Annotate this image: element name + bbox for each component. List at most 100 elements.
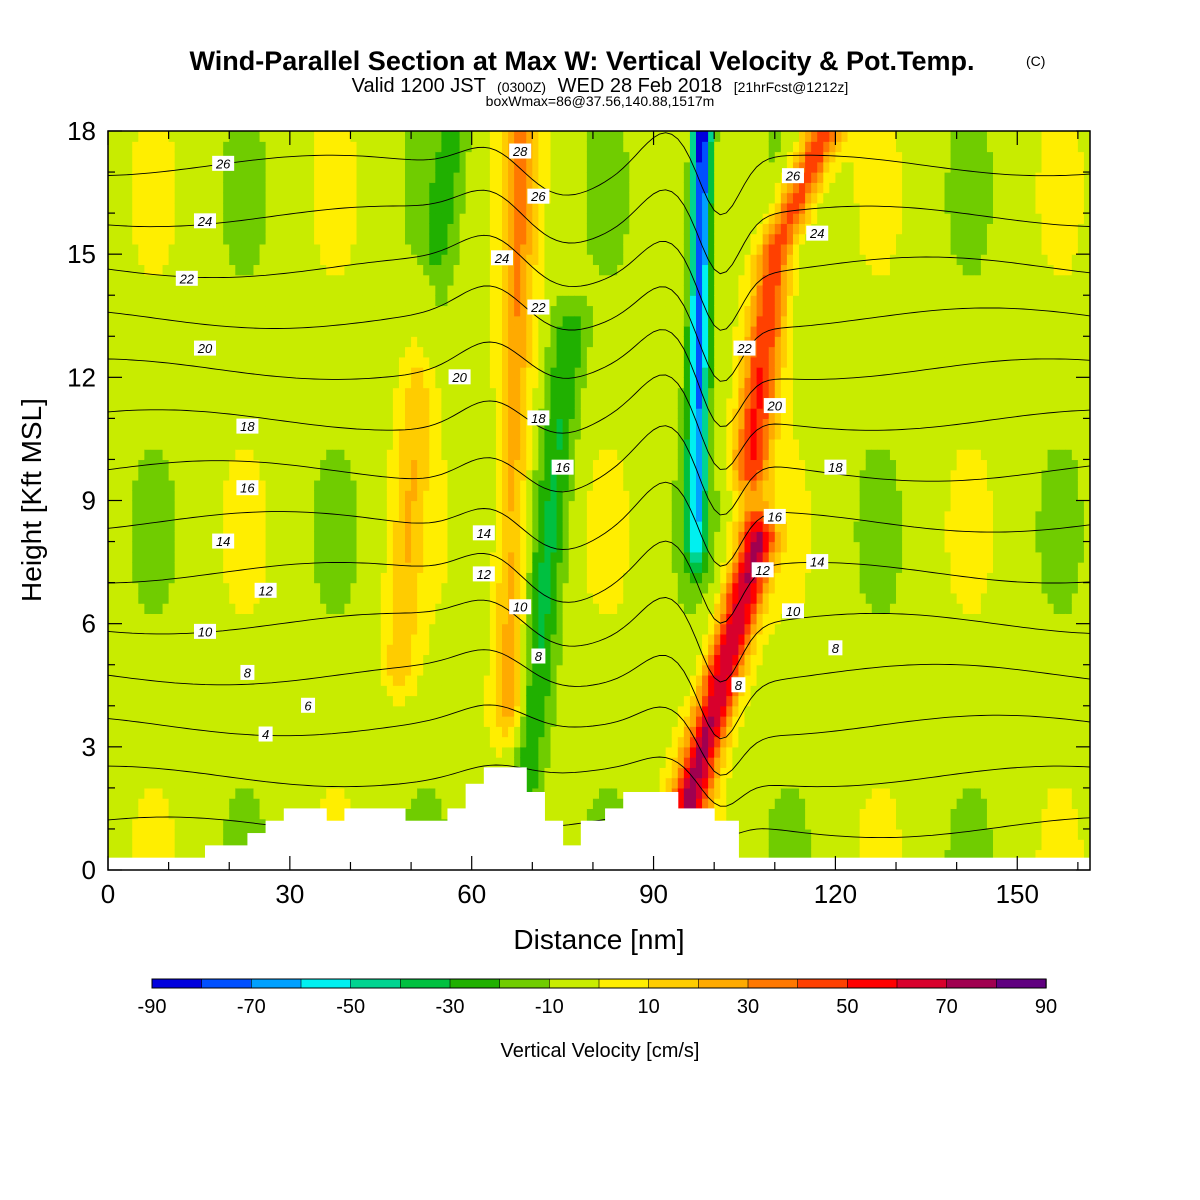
field-cell bbox=[180, 387, 188, 399]
field-cell bbox=[417, 777, 424, 789]
field-cell bbox=[138, 172, 145, 183]
field-cell bbox=[168, 716, 176, 727]
field-cell bbox=[120, 418, 127, 430]
field-cell bbox=[368, 182, 376, 194]
field-cell bbox=[368, 777, 376, 789]
field-cell bbox=[235, 716, 242, 727]
field-cell bbox=[326, 767, 333, 779]
field-cell bbox=[471, 736, 479, 748]
field-cell bbox=[398, 356, 406, 368]
field-cell bbox=[441, 479, 449, 491]
field-cell bbox=[374, 459, 382, 471]
field-cell bbox=[229, 726, 236, 738]
field-cell bbox=[441, 798, 449, 810]
field-cell bbox=[320, 284, 327, 296]
field-cell bbox=[229, 777, 236, 789]
field-cell bbox=[380, 490, 388, 502]
field-cell bbox=[277, 521, 285, 532]
field-cell bbox=[405, 808, 412, 820]
field-cell bbox=[168, 367, 176, 378]
field-cell bbox=[380, 644, 388, 656]
field-cell bbox=[320, 726, 327, 738]
field-cell bbox=[326, 674, 333, 686]
field-cell bbox=[301, 521, 309, 532]
field-cell bbox=[198, 274, 206, 286]
field-cell bbox=[374, 336, 382, 348]
field-cell bbox=[471, 582, 479, 594]
field-cell bbox=[289, 490, 297, 502]
field-cell bbox=[265, 490, 273, 502]
field-cell bbox=[186, 849, 194, 861]
field-cell bbox=[223, 644, 230, 656]
field-cell bbox=[459, 233, 467, 245]
field-cell bbox=[162, 202, 170, 214]
field-cell bbox=[192, 582, 200, 594]
field-cell bbox=[271, 367, 279, 378]
field-cell bbox=[162, 141, 170, 153]
field-cell bbox=[162, 233, 170, 245]
field-cell bbox=[265, 633, 273, 645]
field-cell bbox=[198, 562, 206, 573]
field-cell bbox=[423, 356, 430, 368]
field-cell bbox=[495, 500, 503, 512]
field-cell bbox=[241, 654, 249, 666]
field-cell bbox=[465, 346, 473, 358]
field-cell bbox=[471, 305, 479, 317]
field-cell bbox=[132, 777, 139, 789]
field-cell bbox=[241, 787, 249, 799]
field-cell bbox=[483, 623, 491, 635]
field-cell bbox=[289, 541, 297, 553]
field-cell bbox=[447, 633, 455, 645]
field-cell bbox=[508, 264, 515, 276]
field-cell bbox=[483, 654, 491, 666]
field-cell bbox=[259, 469, 267, 481]
field-cell bbox=[180, 326, 188, 337]
field-cell bbox=[211, 233, 218, 245]
field-cell bbox=[180, 182, 188, 194]
field-cell bbox=[271, 623, 279, 635]
field-cell bbox=[459, 131, 467, 142]
field-cell bbox=[392, 161, 400, 173]
field-cell bbox=[423, 377, 430, 389]
field-cell bbox=[405, 572, 412, 584]
field-cell bbox=[392, 705, 400, 717]
field-cell bbox=[156, 254, 164, 266]
field-cell bbox=[368, 367, 376, 378]
field-cell bbox=[380, 326, 388, 337]
field-cell bbox=[417, 377, 424, 389]
field-cell bbox=[132, 510, 139, 522]
field-cell bbox=[301, 562, 309, 573]
field-cell bbox=[441, 746, 449, 758]
field-cell bbox=[192, 736, 200, 748]
field-cell bbox=[301, 674, 309, 686]
field-cell bbox=[477, 603, 485, 614]
field-cell bbox=[338, 295, 346, 307]
field-cell bbox=[265, 418, 273, 430]
field-cell bbox=[162, 182, 170, 194]
field-cell bbox=[356, 726, 364, 738]
field-cell bbox=[186, 418, 194, 430]
field-cell bbox=[150, 438, 158, 450]
field-cell bbox=[392, 623, 400, 635]
field-cell bbox=[411, 736, 418, 748]
field-cell bbox=[386, 479, 394, 491]
field-cell bbox=[217, 644, 224, 656]
field-cell bbox=[253, 531, 261, 543]
field-cell bbox=[150, 654, 158, 666]
field-cell bbox=[259, 459, 267, 471]
field-cell bbox=[211, 767, 218, 779]
field-cell bbox=[217, 387, 224, 399]
field-cell bbox=[235, 141, 242, 153]
field-cell bbox=[114, 716, 121, 727]
field-cell bbox=[405, 674, 412, 686]
field-cell bbox=[344, 151, 352, 163]
field-cell bbox=[489, 716, 497, 727]
field-cell bbox=[362, 787, 370, 799]
field-cell bbox=[374, 161, 382, 173]
field-cell bbox=[477, 510, 485, 522]
field-cell bbox=[211, 264, 218, 276]
field-cell bbox=[417, 367, 424, 378]
field-cell bbox=[235, 592, 242, 604]
field-cell bbox=[326, 213, 333, 224]
field-cell bbox=[508, 736, 515, 748]
